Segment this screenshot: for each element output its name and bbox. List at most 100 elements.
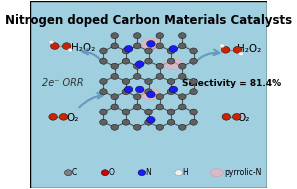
Circle shape	[145, 48, 152, 54]
Circle shape	[124, 86, 133, 93]
Circle shape	[156, 124, 164, 130]
Circle shape	[190, 48, 198, 54]
Ellipse shape	[141, 38, 161, 50]
Circle shape	[111, 43, 119, 49]
Circle shape	[124, 46, 133, 52]
Circle shape	[190, 58, 198, 64]
Circle shape	[99, 78, 107, 84]
Circle shape	[135, 86, 144, 93]
Text: H₂O₂: H₂O₂	[238, 44, 262, 54]
Circle shape	[49, 40, 53, 44]
Circle shape	[145, 119, 152, 125]
Ellipse shape	[210, 169, 223, 177]
Circle shape	[156, 94, 164, 100]
Text: N: N	[146, 168, 151, 177]
Circle shape	[178, 94, 186, 100]
Circle shape	[133, 104, 141, 110]
Circle shape	[145, 109, 152, 115]
Circle shape	[156, 104, 164, 110]
Circle shape	[239, 52, 244, 56]
Circle shape	[156, 43, 164, 49]
Text: O₂: O₂	[67, 113, 79, 123]
Circle shape	[190, 119, 198, 125]
Circle shape	[99, 119, 107, 125]
FancyBboxPatch shape	[30, 1, 267, 188]
Circle shape	[178, 104, 186, 110]
Circle shape	[111, 124, 119, 130]
Circle shape	[145, 89, 152, 95]
Circle shape	[178, 63, 186, 69]
Text: pyrrolic-N: pyrrolic-N	[225, 168, 262, 177]
Circle shape	[133, 43, 141, 49]
Circle shape	[147, 91, 155, 98]
Circle shape	[233, 114, 241, 120]
Circle shape	[64, 170, 72, 176]
Text: H₂O₂: H₂O₂	[71, 43, 96, 53]
Circle shape	[111, 74, 119, 79]
Circle shape	[133, 63, 141, 69]
Circle shape	[156, 63, 164, 69]
Circle shape	[221, 46, 230, 53]
Circle shape	[133, 33, 141, 39]
Circle shape	[167, 109, 175, 115]
Circle shape	[111, 104, 119, 110]
Circle shape	[178, 43, 186, 49]
Text: Nitrogen doped Carbon Materials Catalysts: Nitrogen doped Carbon Materials Catalyst…	[5, 14, 292, 27]
Circle shape	[122, 48, 130, 54]
Circle shape	[111, 33, 119, 39]
Circle shape	[175, 170, 182, 176]
Circle shape	[68, 48, 72, 52]
Circle shape	[122, 78, 130, 84]
Circle shape	[233, 46, 242, 53]
Text: C: C	[72, 168, 77, 177]
Circle shape	[111, 63, 119, 69]
Circle shape	[169, 86, 178, 93]
Circle shape	[111, 94, 119, 100]
Circle shape	[156, 33, 164, 39]
Circle shape	[145, 78, 152, 84]
Circle shape	[190, 89, 198, 95]
Text: O₂: O₂	[238, 113, 250, 123]
Circle shape	[169, 46, 178, 52]
Text: 2e⁻ ORR: 2e⁻ ORR	[42, 78, 84, 88]
Circle shape	[135, 61, 144, 67]
Circle shape	[167, 78, 175, 84]
Text: Selectivity = 81.4%: Selectivity = 81.4%	[182, 79, 281, 88]
Circle shape	[99, 109, 107, 115]
Circle shape	[133, 94, 141, 100]
Text: H: H	[182, 168, 188, 177]
Ellipse shape	[163, 59, 184, 70]
Circle shape	[167, 89, 175, 95]
Circle shape	[167, 48, 175, 54]
Circle shape	[222, 114, 230, 120]
Circle shape	[138, 170, 146, 176]
Circle shape	[178, 74, 186, 79]
Circle shape	[190, 78, 198, 84]
Circle shape	[59, 114, 68, 120]
Circle shape	[50, 43, 59, 50]
Circle shape	[62, 43, 71, 50]
Circle shape	[101, 170, 109, 176]
Text: O: O	[109, 168, 115, 177]
Circle shape	[99, 58, 107, 64]
Circle shape	[167, 119, 175, 125]
Circle shape	[122, 109, 130, 115]
Circle shape	[178, 124, 186, 130]
Circle shape	[147, 116, 155, 123]
Circle shape	[99, 48, 107, 54]
Circle shape	[145, 58, 152, 64]
Circle shape	[122, 58, 130, 64]
Circle shape	[190, 109, 198, 115]
Circle shape	[133, 74, 141, 79]
Circle shape	[167, 58, 175, 64]
Ellipse shape	[141, 89, 161, 100]
Circle shape	[49, 114, 57, 120]
Circle shape	[99, 89, 107, 95]
Circle shape	[122, 89, 130, 95]
Circle shape	[156, 74, 164, 79]
Circle shape	[122, 119, 130, 125]
Circle shape	[147, 40, 155, 47]
Circle shape	[178, 33, 186, 39]
Circle shape	[133, 124, 141, 130]
Circle shape	[220, 44, 225, 48]
